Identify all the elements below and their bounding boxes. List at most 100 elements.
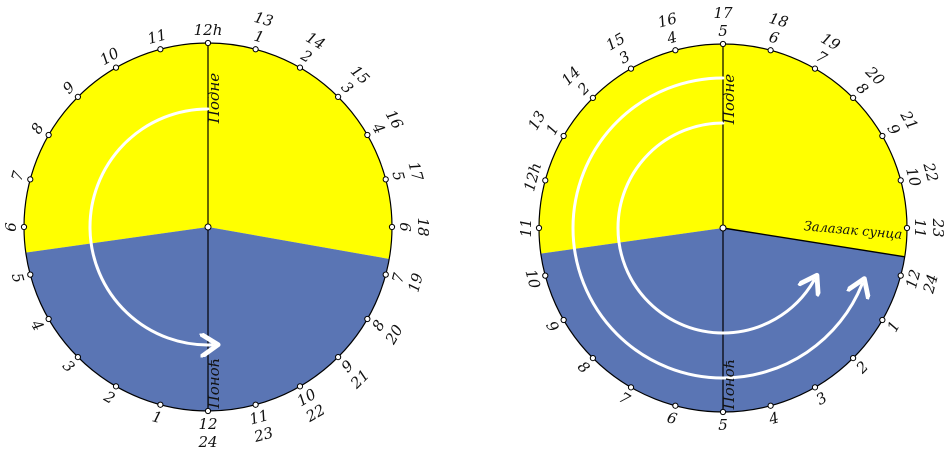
hour-tick (672, 47, 679, 54)
hour-tick (897, 272, 904, 279)
hour-tick (252, 46, 259, 53)
hour-tick (335, 354, 342, 361)
hour-tick (672, 402, 679, 409)
hour-tick (382, 176, 389, 183)
hour-tick (850, 94, 857, 101)
hour-label: 1 (883, 318, 903, 335)
hour-tick (811, 65, 819, 72)
hour-tick (27, 271, 34, 278)
hour-label: 6 (2, 222, 20, 232)
hour-label: 1 (150, 407, 164, 427)
hour-tick (879, 316, 886, 324)
hour-tick (535, 224, 543, 232)
hour-label: 6 (767, 28, 781, 48)
hour-label: 1 (252, 27, 266, 47)
hour-label: 4 (664, 28, 679, 48)
hour-tick (157, 401, 164, 408)
right-noon-label: Подне (720, 74, 738, 125)
hour-tick (627, 65, 635, 72)
hour-tick (627, 384, 635, 391)
hour-tick (850, 355, 857, 362)
right-midnight-label: Поноћ (720, 359, 738, 411)
hour-tick (296, 64, 304, 71)
hour-label: 12 (198, 415, 217, 433)
hour-label: 16 (656, 9, 680, 31)
hour-label: 8 (27, 120, 47, 137)
hour-tick (252, 401, 259, 408)
hour-label: 23 (251, 424, 275, 447)
left-orbit-arrow (88, 107, 212, 345)
hour-tick (112, 383, 120, 390)
hour-label: 18 (414, 217, 432, 236)
hour-label: 5 (8, 271, 28, 285)
hour-label: 11 (911, 218, 929, 237)
hour-tick (364, 131, 371, 139)
hour-tick (204, 407, 212, 415)
hour-tick (719, 40, 727, 48)
hour-label: 12 (902, 267, 924, 290)
hour-label: 5 (388, 169, 408, 183)
right-sunset-line (722, 227, 905, 258)
hour-tick (112, 64, 120, 71)
hour-label: 3 (59, 357, 78, 376)
hour-label: 6 (665, 408, 679, 428)
hour-label: 10 (97, 44, 123, 69)
hour-label: 23 (929, 217, 945, 237)
hour-label: 19 (405, 271, 427, 295)
hour-label: 10 (522, 267, 544, 291)
right-center-dot (719, 224, 727, 232)
hour-tick (560, 132, 567, 140)
left-noon-label: Подне (205, 73, 223, 124)
hour-label: 4 (27, 316, 48, 334)
hour-tick (879, 132, 886, 140)
hour-label: 17 (713, 4, 733, 22)
hour-label: 11 (517, 218, 535, 237)
hour-label: 18 (767, 9, 790, 31)
hour-tick (388, 223, 396, 231)
hour-tick (204, 39, 212, 47)
hour-label: 9 (542, 318, 563, 336)
hour-tick (767, 402, 774, 409)
hour-tick (27, 176, 34, 183)
hour-label: 2 (100, 387, 118, 408)
hour-tick (811, 384, 819, 391)
hour-tick (903, 224, 911, 232)
hour-label: 11 (145, 26, 168, 48)
hour-tick (20, 223, 28, 231)
left-clock: 12h 1234567891011121234567891011131415161… (2, 8, 432, 449)
left-center-dot (204, 223, 212, 231)
hour-label: 3 (813, 388, 830, 408)
hour-tick (364, 315, 371, 323)
hour-label: 24 (919, 272, 942, 296)
hour-label: 7 (8, 169, 28, 183)
hour-label: 12h (520, 161, 545, 193)
right-hour-ticks (535, 40, 911, 416)
hour-tick (45, 131, 52, 139)
hour-tick (767, 47, 774, 54)
hour-label: 17 (405, 160, 427, 184)
hour-label: 5 (718, 22, 728, 40)
hour-tick (157, 46, 164, 53)
hour-label: 24 (197, 433, 217, 449)
hour-tick (560, 316, 567, 324)
hour-label: 22 (919, 160, 942, 184)
hour-label: 6 (396, 222, 414, 232)
hour-tick (589, 355, 596, 362)
hour-label: 12h (194, 21, 223, 39)
right-outer-orbit-arrow (571, 76, 862, 380)
hour-tick (542, 177, 549, 184)
left-midnight-label: Поноћ (205, 358, 223, 410)
hour-tick (74, 354, 81, 361)
hour-tick (45, 315, 52, 323)
hour-tick (335, 93, 342, 100)
hour-label: 4 (766, 408, 781, 428)
hour-label: 8 (574, 358, 593, 377)
right-inner-orbit-arrow (616, 121, 814, 335)
hour-label: 11 (247, 406, 270, 428)
hour-label: 13 (252, 8, 275, 30)
hour-label: 10 (902, 165, 924, 189)
hour-tick (719, 408, 727, 416)
left-hour-ticks (20, 39, 396, 415)
